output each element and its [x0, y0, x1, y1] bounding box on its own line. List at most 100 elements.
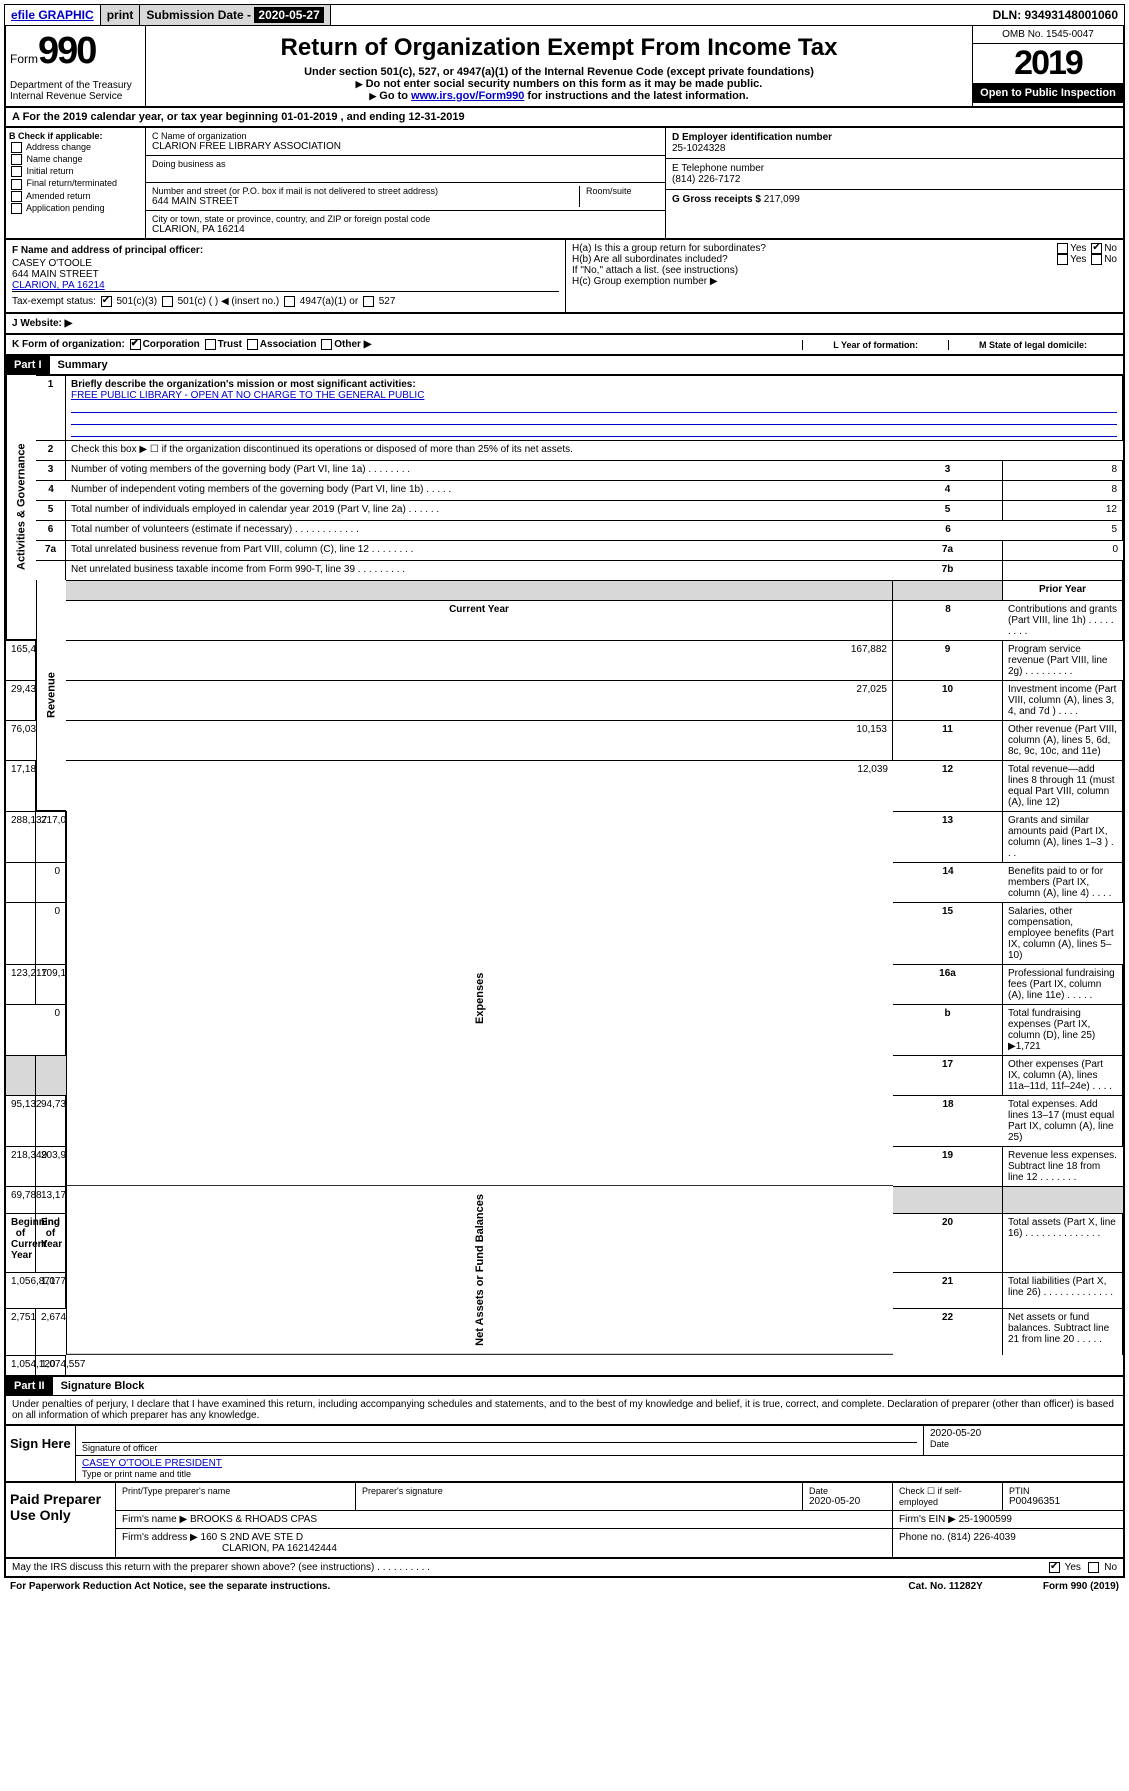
summary-row: Professional fundraising fees (Part IX, …: [1003, 964, 1123, 1004]
org-city: CLARION, PA 16214: [152, 224, 659, 235]
current-value: 94,730: [36, 1095, 66, 1146]
checkbox-trust[interactable]: [205, 339, 216, 350]
submission-date-label: Submission Date - 2020-05-27: [140, 5, 330, 25]
dept-treasury: Department of the Treasury Internal Reve…: [10, 80, 141, 102]
summary-value: 5: [1003, 520, 1123, 540]
current-value: 109,192: [36, 964, 66, 1004]
summary-row: Program service revenue (Part VIII, line…: [1003, 640, 1123, 680]
checkbox-501c3[interactable]: [101, 296, 112, 307]
current-value: 27,025: [66, 680, 893, 720]
current-value: [36, 1055, 66, 1095]
state-of-domicile: M State of legal domicile:: [948, 340, 1117, 350]
efile-link[interactable]: efile GRAPHIC: [5, 5, 101, 25]
prior-value: 165,481: [6, 640, 36, 680]
current-value: 217,099: [36, 811, 66, 862]
mission-description: Briefly describe the organization's miss…: [66, 375, 1123, 440]
checkbox-527[interactable]: [363, 296, 374, 307]
summary-row: Other revenue (Part VIII, column (A), li…: [1003, 720, 1123, 760]
prior-value: [6, 862, 36, 902]
prior-value: 17,188: [6, 760, 36, 811]
form-title: Return of Organization Exempt From Incom…: [154, 34, 964, 62]
prior-value: 218,349: [6, 1146, 36, 1186]
summary-value: 0: [1003, 540, 1123, 560]
checkbox-other[interactable]: [321, 339, 332, 350]
dln: DLN: 93493148001060: [987, 5, 1124, 25]
checkbox-501c[interactable]: [162, 296, 173, 307]
omb-number: OMB No. 1545-0047: [973, 26, 1123, 44]
current-value: 12,039: [66, 760, 893, 811]
ptin: P00496351: [1009, 1496, 1117, 1507]
summary-row: Net unrelated business taxable income fr…: [66, 560, 893, 580]
irs-link[interactable]: www.irs.gov/Form990: [411, 90, 524, 102]
org-name: CLARION FREE LIBRARY ASSOCIATION: [152, 141, 659, 152]
print-button[interactable]: print: [101, 5, 141, 25]
summary-value: 8: [1003, 460, 1123, 480]
summary-row: Total fundraising expenses (Part IX, col…: [1003, 1004, 1123, 1055]
firm-phone: (814) 226-4039: [947, 1532, 1015, 1543]
prior-value: [6, 1004, 36, 1055]
box-b-checkboxes: B Check if applicable: Address change Na…: [6, 128, 146, 238]
top-bar: efile GRAPHIC print Submission Date - 20…: [4, 4, 1125, 26]
summary-row: Other expenses (Part IX, column (A), lin…: [1003, 1055, 1123, 1095]
checkbox-hb-no[interactable]: [1091, 254, 1102, 265]
checkbox-name-change[interactable]: [11, 154, 22, 165]
tab-activities-governance: Activities & Governance: [6, 375, 36, 640]
beginning-value: 1,056,871: [6, 1272, 36, 1308]
summary-row: Revenue less expenses. Subtract line 18 …: [1003, 1146, 1123, 1186]
checkbox-association[interactable]: [247, 339, 258, 350]
gross-receipts: 217,099: [764, 194, 800, 205]
open-inspection: Open to Public Inspection: [973, 83, 1123, 103]
row-j-website: J Website: ▶: [4, 314, 1125, 335]
tab-expenses: Expenses: [66, 811, 893, 1186]
paperwork-notice: For Paperwork Reduction Act Notice, see …: [10, 1581, 330, 1592]
summary-row: Total number of volunteers (estimate if …: [66, 520, 893, 540]
checkbox-initial-return[interactable]: [11, 166, 22, 177]
part-i-header: Part I: [6, 356, 50, 374]
current-value: 167,882: [66, 640, 893, 680]
current-value: 203,922: [36, 1146, 66, 1186]
checkbox-corporation[interactable]: [130, 339, 141, 350]
form-header: Form990 Department of the Treasury Inter…: [4, 26, 1125, 108]
beginning-value: 2,751: [6, 1308, 36, 1355]
summary-row: Benefits paid to or for members (Part IX…: [1003, 862, 1123, 902]
end-value: 2,674: [36, 1308, 66, 1355]
beginning-value: 1,054,120: [6, 1355, 36, 1375]
prior-value: 123,217: [6, 964, 36, 1004]
prior-value: 69,788: [6, 1186, 36, 1213]
checkbox-amended[interactable]: [11, 191, 22, 202]
firm-ein: 25-1900599: [959, 1514, 1012, 1525]
org-address: 644 MAIN STREET: [152, 196, 579, 207]
end-value: 1,077,231: [36, 1272, 66, 1308]
prior-value: 288,137: [6, 811, 36, 862]
tab-revenue: Revenue: [36, 580, 66, 811]
officer-name: CASEY O'TOOLE: [12, 258, 559, 269]
summary-row: Salaries, other compensation, employee b…: [1003, 902, 1123, 964]
firm-address: 160 S 2ND AVE STE D: [201, 1532, 304, 1543]
checkbox-address-change[interactable]: [11, 142, 22, 153]
paid-preparer-label: Paid Preparer Use Only: [6, 1483, 116, 1557]
current-value: 0: [36, 862, 66, 902]
checkbox-discuss-no[interactable]: [1088, 1562, 1099, 1573]
summary-row: Total revenue—add lines 8 through 11 (mu…: [1003, 760, 1123, 811]
current-value: 13,177: [36, 1186, 66, 1213]
officer-signature-name: CASEY O'TOOLE PRESIDENT: [82, 1458, 1117, 1469]
checkbox-4947[interactable]: [284, 296, 295, 307]
summary-row: Total unrelated business revenue from Pa…: [66, 540, 893, 560]
current-value: 0: [36, 1004, 66, 1055]
summary-value: [1003, 560, 1123, 580]
prior-value: [6, 1055, 36, 1095]
row-k-org-form: K Form of organization: Corporation Trus…: [4, 335, 1125, 356]
summary-row: Number of independent voting members of …: [66, 480, 893, 500]
checkbox-app-pending[interactable]: [11, 203, 22, 214]
phone: (814) 226-7172: [672, 174, 1117, 185]
ein: 25-1024328: [672, 143, 1117, 154]
checkbox-ha-no[interactable]: [1091, 243, 1102, 254]
prior-value: 95,132: [6, 1095, 36, 1146]
form-subtitle: Under section 501(c), 527, or 4947(a)(1)…: [154, 66, 964, 78]
prep-date: 2020-05-20: [809, 1496, 886, 1507]
current-value: 10,153: [66, 720, 893, 760]
checkbox-discuss-yes[interactable]: [1049, 1562, 1060, 1573]
checkbox-hb-yes[interactable]: [1057, 254, 1068, 265]
checkbox-ha-yes[interactable]: [1057, 243, 1068, 254]
checkbox-final-return[interactable]: [11, 179, 22, 190]
